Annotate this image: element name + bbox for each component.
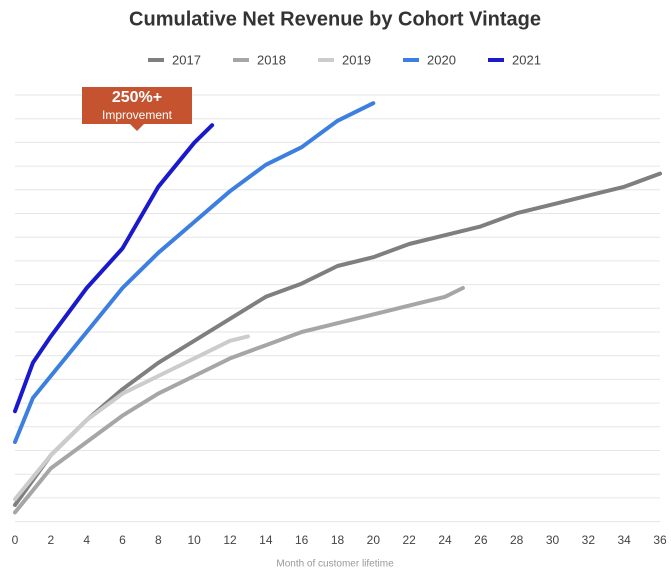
legend-label: 2020: [427, 52, 456, 67]
series-line: [13, 101, 376, 444]
series-line: [13, 123, 215, 414]
x-tick-label: 32: [582, 533, 596, 547]
x-tick-label: 22: [402, 533, 416, 547]
x-tick-label: 10: [187, 533, 201, 547]
x-tick-label: 24: [438, 533, 452, 547]
x-tick-label: 12: [223, 533, 237, 547]
x-tick-label: 14: [259, 533, 273, 547]
annotation-text: Improvement: [102, 108, 173, 122]
x-tick-label: 0: [12, 533, 19, 547]
legend-label: 2021: [512, 52, 541, 67]
annotation: 250%+ Improvement: [82, 87, 192, 131]
legend-label: 2017: [172, 52, 201, 67]
series-line: [13, 286, 465, 515]
x-tick-label: 8: [155, 533, 162, 547]
x-tick-label: 20: [367, 533, 381, 547]
series-line: [13, 171, 662, 507]
x-tick-label: 34: [617, 533, 631, 547]
annotation-box: [82, 87, 192, 131]
x-tick-label: 30: [546, 533, 560, 547]
x-tick-label: 4: [83, 533, 90, 547]
x-tick-label: 18: [331, 533, 345, 547]
chart-title: Cumulative Net Revenue by Cohort Vintage: [129, 8, 541, 30]
x-tick-label: 36: [653, 533, 667, 547]
legend-label: 2019: [342, 52, 371, 67]
x-tick-label: 26: [474, 533, 488, 547]
x-tick-label: 28: [510, 533, 524, 547]
x-tick-label: 16: [295, 533, 309, 547]
x-axis-label: Month of customer lifetime: [276, 559, 394, 570]
legend-label: 2018: [257, 52, 286, 67]
annotation-title: 250%+: [112, 89, 162, 106]
series-line: [13, 334, 250, 502]
x-tick-label: 6: [119, 533, 126, 547]
x-tick-label: 2: [47, 533, 54, 547]
